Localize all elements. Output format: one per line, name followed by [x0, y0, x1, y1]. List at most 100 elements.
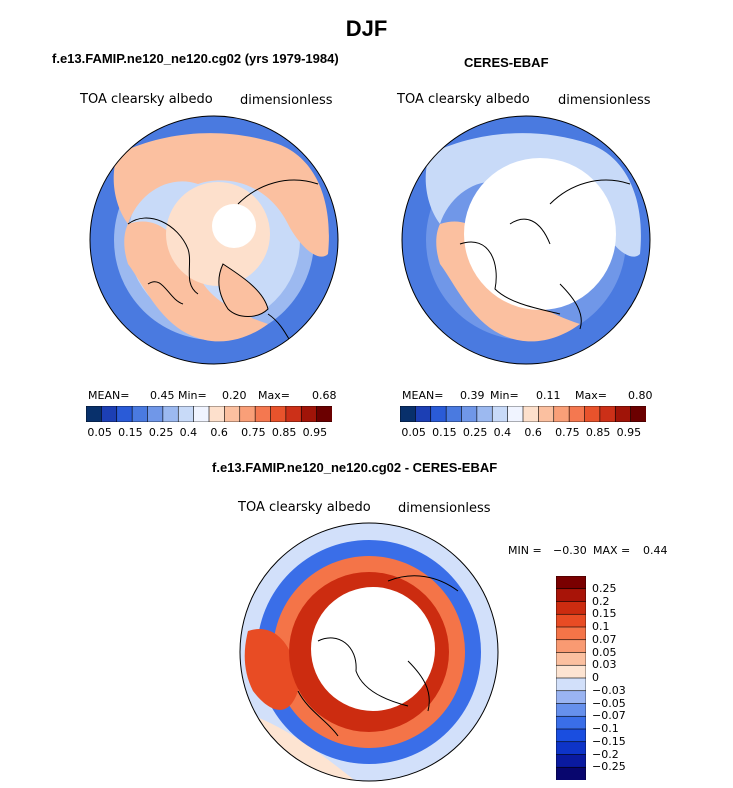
obs-colorbar-swatch — [630, 406, 646, 422]
diff-colorbar-swatch — [556, 677, 586, 692]
obs-colorbar-swatch — [445, 406, 463, 422]
diff-colorbar-swatch — [556, 576, 586, 590]
model-mean-value: 0.45 — [150, 389, 175, 402]
diff-colorbar-tick-label: 0.07 — [592, 632, 617, 646]
model-colorbar-tick-label: 0.75 — [241, 426, 266, 439]
obs-colorbar-swatch — [568, 406, 586, 422]
diff-map — [239, 522, 499, 782]
obs-map-border — [401, 115, 651, 365]
obs-colorbar-tick-label: 0.05 — [401, 426, 426, 439]
diff-colorbar-swatch — [556, 652, 586, 666]
model-colorbar-tick-label: 0.05 — [87, 426, 112, 439]
diff-colorbar-swatch — [556, 601, 586, 615]
diff-colorbar-tick-label: 0.03 — [592, 658, 617, 672]
model-colorbar-swatch — [270, 406, 287, 422]
diff-colorbar-tick-label: 0.1 — [592, 620, 610, 633]
model-colorbar-swatch — [177, 406, 195, 422]
obs-colorbar-swatch — [614, 406, 632, 422]
diff-colorbar-swatch — [556, 766, 586, 780]
obs-colorbar-swatch — [476, 406, 493, 422]
model-colorbar-tick-label: 0.4 — [179, 426, 198, 439]
diff-min-value: −0.30 — [553, 544, 587, 557]
obs-colorbar-tick-label: 0.4 — [493, 426, 512, 439]
diff-max-value: 0.44 — [643, 544, 668, 557]
obs-colorbar-tick-label: 0.95 — [616, 426, 642, 439]
model-colorbar-swatch — [86, 406, 102, 422]
obs-colorbar-swatch — [491, 406, 509, 422]
model-min-value: 0.20 — [222, 389, 247, 402]
diff-colorbar-swatch — [556, 626, 586, 641]
diff-colorbar-ticks: 0.25 0.2 0.15 0.1 0.07 0.05 0.03 0 −0.03 −0.05 −0.… — [592, 576, 672, 780]
obs-mean-value: 0.39 — [460, 389, 485, 402]
diff-colorbar-swatch — [556, 588, 586, 603]
obs-colorbar-swatch — [415, 406, 432, 422]
diff-variable-label: TOA clearsky albedo — [238, 500, 371, 515]
obs-colorbar-tick-label: 0.6 — [524, 426, 542, 439]
diff-colorbar-tick-label: −0.15 — [592, 734, 626, 748]
obs-colorbar-tick-label: 0.15 — [432, 426, 457, 439]
model-greenland-land — [218, 263, 269, 317]
obs-colorbar-swatch — [584, 406, 601, 422]
obs-min-value: 0.11 — [536, 389, 561, 402]
diff-map-border — [239, 522, 499, 782]
diff-colorbar-tick-label: 0.15 — [592, 607, 617, 621]
model-colorbar-tick-label: 0.95 — [302, 426, 328, 439]
model-colorbar-swatch — [131, 406, 149, 422]
diff-colorbar-swatch — [556, 703, 586, 717]
diff-colorbar-swatch — [556, 664, 586, 679]
diff-colorbar-swatch — [556, 715, 586, 730]
obs-eurasia-land — [425, 133, 641, 257]
diff-colorbar — [556, 576, 586, 780]
diff-colorbar-tick-label: −0.1 — [592, 722, 619, 735]
obs-variable-label: TOA clearsky albedo — [397, 92, 530, 107]
model-eurasia-land — [113, 133, 329, 257]
model-variable-label: TOA clearsky albedo — [80, 92, 213, 107]
model-colorbar-ticks: 0.05 0.15 0.25 0.4 0.6 0.75 0.85 0.95 — [86, 426, 332, 440]
diff-colorbar-swatch — [556, 690, 586, 705]
obs-max-value: 0.80 — [628, 389, 653, 402]
obs-mean-label: MEAN= — [402, 389, 444, 402]
diff-units-label: dimensionless — [398, 501, 491, 516]
obs-coastline — [459, 179, 631, 330]
obs-units-label: dimensionless — [558, 93, 651, 108]
diff-colorbar-swatch — [556, 741, 586, 756]
model-units-label: dimensionless — [240, 93, 333, 108]
diff-max-label: MAX = — [593, 544, 631, 557]
diff-colorbar-tick-label: −0.07 — [592, 709, 626, 723]
diff-colorbar-tick-label: −0.25 — [592, 760, 626, 774]
model-colorbar-tick-label: 0.25 — [148, 426, 174, 439]
model-max-label: Max= — [258, 389, 290, 402]
diff-colorbar-tick-label: −0.05 — [592, 696, 626, 710]
model-colorbar-swatch — [239, 406, 256, 422]
diff-inner-hole — [311, 587, 435, 711]
diff-colorbar-swatch — [556, 728, 586, 743]
model-min-label: Min= — [178, 389, 207, 402]
obs-colorbar-swatch — [522, 406, 539, 422]
obs-colorbar-swatch — [507, 406, 524, 422]
model-polar-hole — [212, 204, 256, 248]
diff-colorbar-tick-label: −0.2 — [592, 747, 619, 761]
diff-coastline — [297, 575, 459, 737]
obs-map — [401, 115, 651, 365]
diff-colorbar-swatch — [556, 754, 586, 768]
figure-title: DJF — [345, 16, 388, 41]
model-coastline — [127, 179, 319, 355]
diff-colorbar-tick-label: 0.05 — [592, 645, 617, 659]
model-colorbar-tick-label: 0.6 — [210, 426, 228, 439]
obs-colorbar-tick-label: 0.75 — [555, 426, 580, 439]
model-colorbar-swatch — [162, 406, 179, 422]
model-panel-title: f.e13.FAMIP.ne120_ne120.cg02 (yrs 1979-1… — [52, 51, 339, 66]
diff-panel-title: f.e13.FAMIP.ne120_ne120.cg02 - CERES-EBA… — [212, 460, 498, 475]
obs-min-label: Min= — [490, 389, 519, 402]
obs-colorbar — [400, 406, 646, 422]
model-map-border — [89, 115, 339, 365]
diff-colorbar-swatch — [556, 613, 586, 628]
model-map — [89, 115, 339, 365]
model-colorbar-swatch — [316, 406, 332, 422]
model-colorbar-swatch — [224, 406, 241, 422]
model-max-value: 0.68 — [312, 389, 337, 402]
model-colorbar-swatch — [116, 406, 133, 422]
diff-colorbar-swatch — [556, 639, 586, 654]
diff-min-label: MIN = — [508, 544, 542, 557]
obs-colorbar-tick-label: 0.85 — [585, 426, 611, 439]
